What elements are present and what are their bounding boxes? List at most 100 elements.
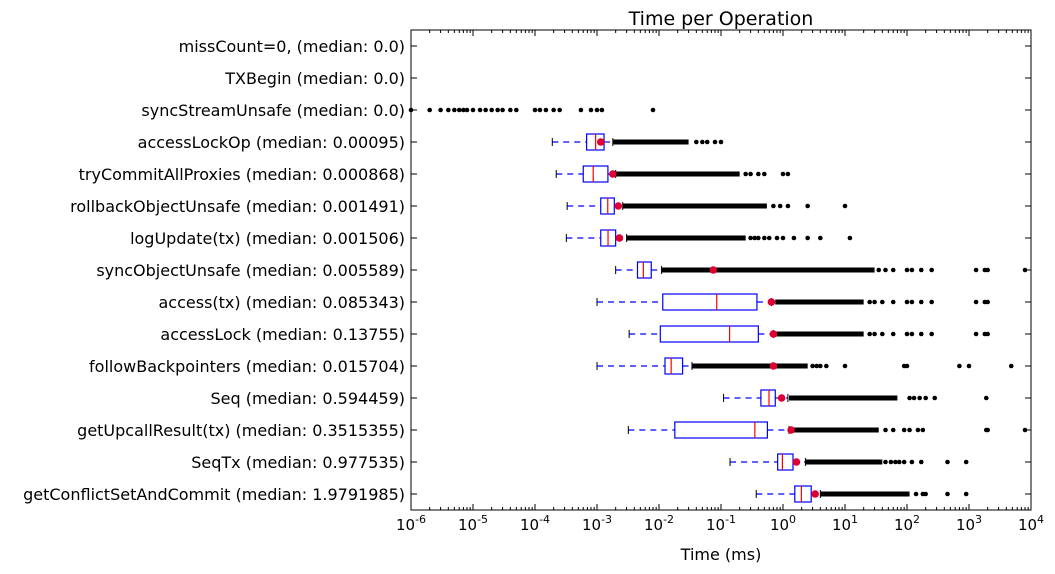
mean-marker — [811, 490, 819, 498]
flier-point — [918, 331, 924, 337]
y-tick-label: followBackpointers (median: 0.015704) — [89, 357, 405, 376]
flier-point — [818, 235, 823, 241]
flier-point — [427, 107, 432, 113]
flier-point — [483, 107, 488, 113]
flier-point — [785, 203, 791, 209]
x-tick-label: 10-3 — [582, 513, 612, 534]
flier-point — [963, 491, 969, 497]
flier-point — [700, 139, 705, 145]
x-tick-label: 101 — [832, 513, 858, 534]
box — [659, 325, 759, 343]
flier-point — [909, 299, 915, 305]
flier-point — [446, 107, 451, 113]
flier-point — [872, 331, 877, 337]
flier-point — [514, 107, 519, 113]
y-tick-label: rollbackObjectUnsafe (median: 0.001491) — [70, 197, 405, 216]
flier-point — [963, 459, 969, 465]
box — [662, 293, 758, 311]
flier-point — [945, 491, 950, 497]
y-tick-label: logUpdate(tx) (median: 0.001506) — [130, 229, 405, 248]
flier-point — [588, 107, 594, 113]
flier-point — [932, 395, 938, 401]
flier-point — [495, 107, 500, 113]
flier-point — [923, 395, 928, 401]
flier-point — [452, 107, 457, 113]
box — [760, 389, 776, 407]
flier-point — [748, 171, 753, 177]
flier-point — [985, 267, 990, 273]
flier-point — [791, 235, 797, 241]
chart-title: Time per Operation — [628, 8, 814, 30]
box — [794, 485, 812, 503]
flier-point — [904, 331, 910, 337]
flier-point — [818, 363, 823, 369]
flier-point — [1008, 363, 1014, 369]
flier-point — [805, 235, 810, 241]
x-tick-label: 10-4 — [520, 513, 550, 534]
flier-point — [973, 299, 979, 305]
flier-point — [650, 107, 656, 113]
y-tick-label: syncObjectUnsafe (median: 0.005589) — [96, 261, 405, 280]
flier-point — [920, 427, 926, 433]
flier-point — [762, 171, 767, 177]
box — [674, 421, 768, 439]
x-tick-label: 102 — [894, 513, 920, 534]
mean-marker — [709, 266, 718, 274]
flier-point — [748, 235, 753, 241]
flier-point — [918, 459, 924, 465]
flier-point — [704, 139, 710, 145]
mean-marker — [609, 170, 617, 178]
flier-point — [461, 107, 466, 113]
flier-point — [489, 107, 494, 113]
flier-point — [909, 267, 915, 273]
flier-point — [911, 395, 917, 401]
flier-point — [500, 107, 505, 113]
flier-point — [901, 459, 907, 465]
flier-point — [929, 331, 934, 337]
flier-point — [985, 299, 990, 305]
mean-marker — [614, 202, 623, 210]
x-tick-label: 10-1 — [706, 513, 736, 534]
flier-point — [896, 459, 902, 465]
flier-point — [890, 299, 896, 305]
flier-point — [929, 267, 934, 273]
flier-point — [743, 171, 748, 177]
flier-point — [537, 107, 543, 113]
flier-point — [847, 235, 853, 241]
y-tick-labels: missCount=0, (median: 0.0) TXBegin (media… — [23, 37, 405, 504]
flier-point — [883, 459, 888, 465]
x-tick-labels: 10-6 10-5 10-4 10-3 10-2 10-1 100 101 102 103 104 — [396, 513, 1044, 534]
flier-point — [867, 331, 872, 337]
flier-point — [694, 139, 699, 145]
flier-point — [918, 299, 924, 305]
mean-marker — [787, 426, 795, 434]
flier-point — [883, 267, 888, 273]
flier-point — [966, 363, 972, 369]
flier-point — [1022, 427, 1028, 433]
flier-point — [762, 235, 767, 241]
flier-point — [557, 107, 562, 113]
mean-marker — [769, 362, 778, 370]
flier-point — [929, 299, 934, 305]
flier-point — [867, 299, 872, 305]
y-tick-label: accessLockOp (median: 0.00095) — [138, 133, 405, 152]
flier-point — [985, 331, 990, 337]
x-tick-label: 10-2 — [644, 513, 674, 534]
flier-point — [470, 107, 476, 113]
flier-point — [957, 363, 962, 369]
flier-point — [923, 491, 928, 497]
flier-point — [594, 107, 600, 113]
flier-point — [771, 203, 776, 209]
flier-point — [915, 427, 921, 433]
flier-point — [883, 427, 888, 433]
flier-point — [888, 459, 894, 465]
flier-point — [842, 203, 848, 209]
flier-point — [464, 107, 470, 113]
x-tick-label: 103 — [956, 513, 982, 534]
flier-point — [752, 235, 758, 241]
flier-point — [766, 235, 772, 241]
box — [777, 453, 794, 471]
flier-point — [973, 267, 979, 273]
flier-point — [880, 331, 885, 337]
flier-point — [756, 235, 761, 241]
